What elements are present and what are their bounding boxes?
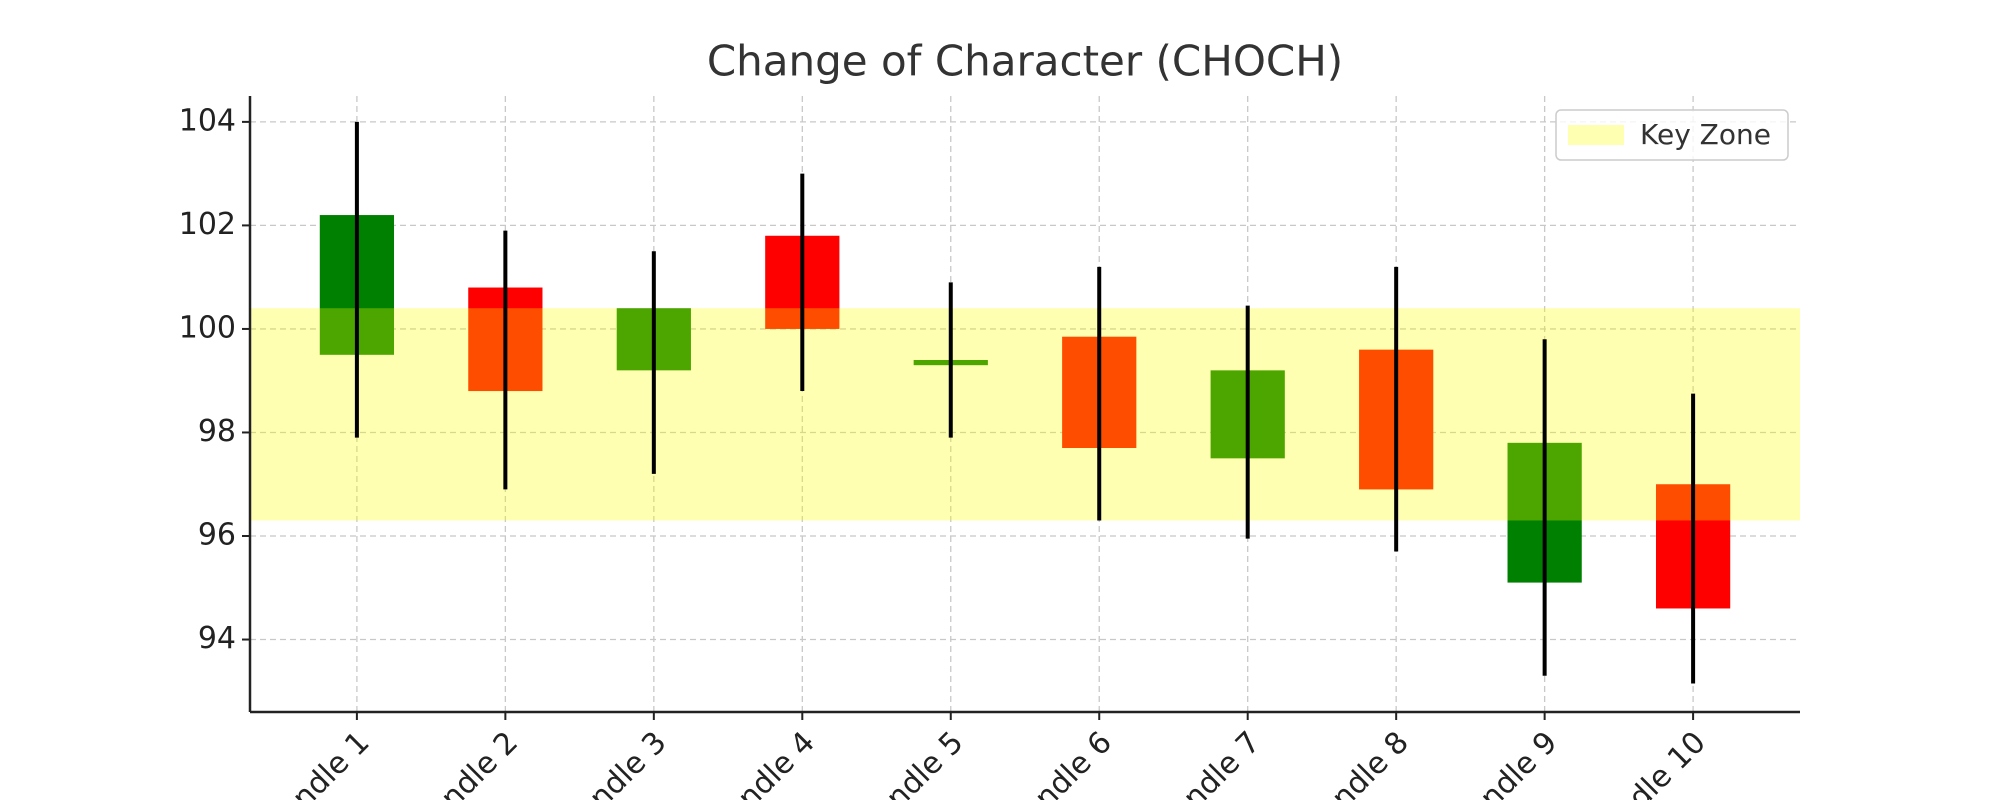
y-tick-label: 100 — [179, 310, 236, 345]
x-tick-label: Candle 8 — [1297, 725, 1416, 800]
x-tick-label: Candle 5 — [852, 725, 971, 800]
y-tick-label: 94 — [198, 621, 236, 656]
legend-box — [1555, 109, 1789, 161]
x-tick-label: Candle 9 — [1446, 725, 1565, 800]
chart-title: Change of Character (CHOCH) — [707, 37, 1343, 86]
key-zone — [250, 308, 1800, 521]
y-tick-label: 98 — [198, 414, 236, 449]
x-tick-label: Candle 3 — [555, 725, 674, 800]
y-tick-label: 104 — [179, 103, 236, 138]
x-tick-label: Candle 7 — [1149, 725, 1268, 800]
x-tick-label: Candle 1 — [258, 725, 377, 800]
legend-swatch — [1568, 125, 1624, 145]
legend-label: Key Zone — [1640, 118, 1771, 151]
x-tick-label: Candle 6 — [1000, 725, 1119, 800]
legend: Key Zone — [1555, 109, 1789, 161]
x-tick-label: Candle 10 — [1581, 725, 1713, 800]
x-tick-label: Candle 4 — [703, 725, 822, 800]
x-tick-label: Candle 2 — [406, 725, 525, 800]
y-tick-label: 102 — [179, 207, 236, 242]
y-tick-label: 96 — [198, 518, 236, 553]
